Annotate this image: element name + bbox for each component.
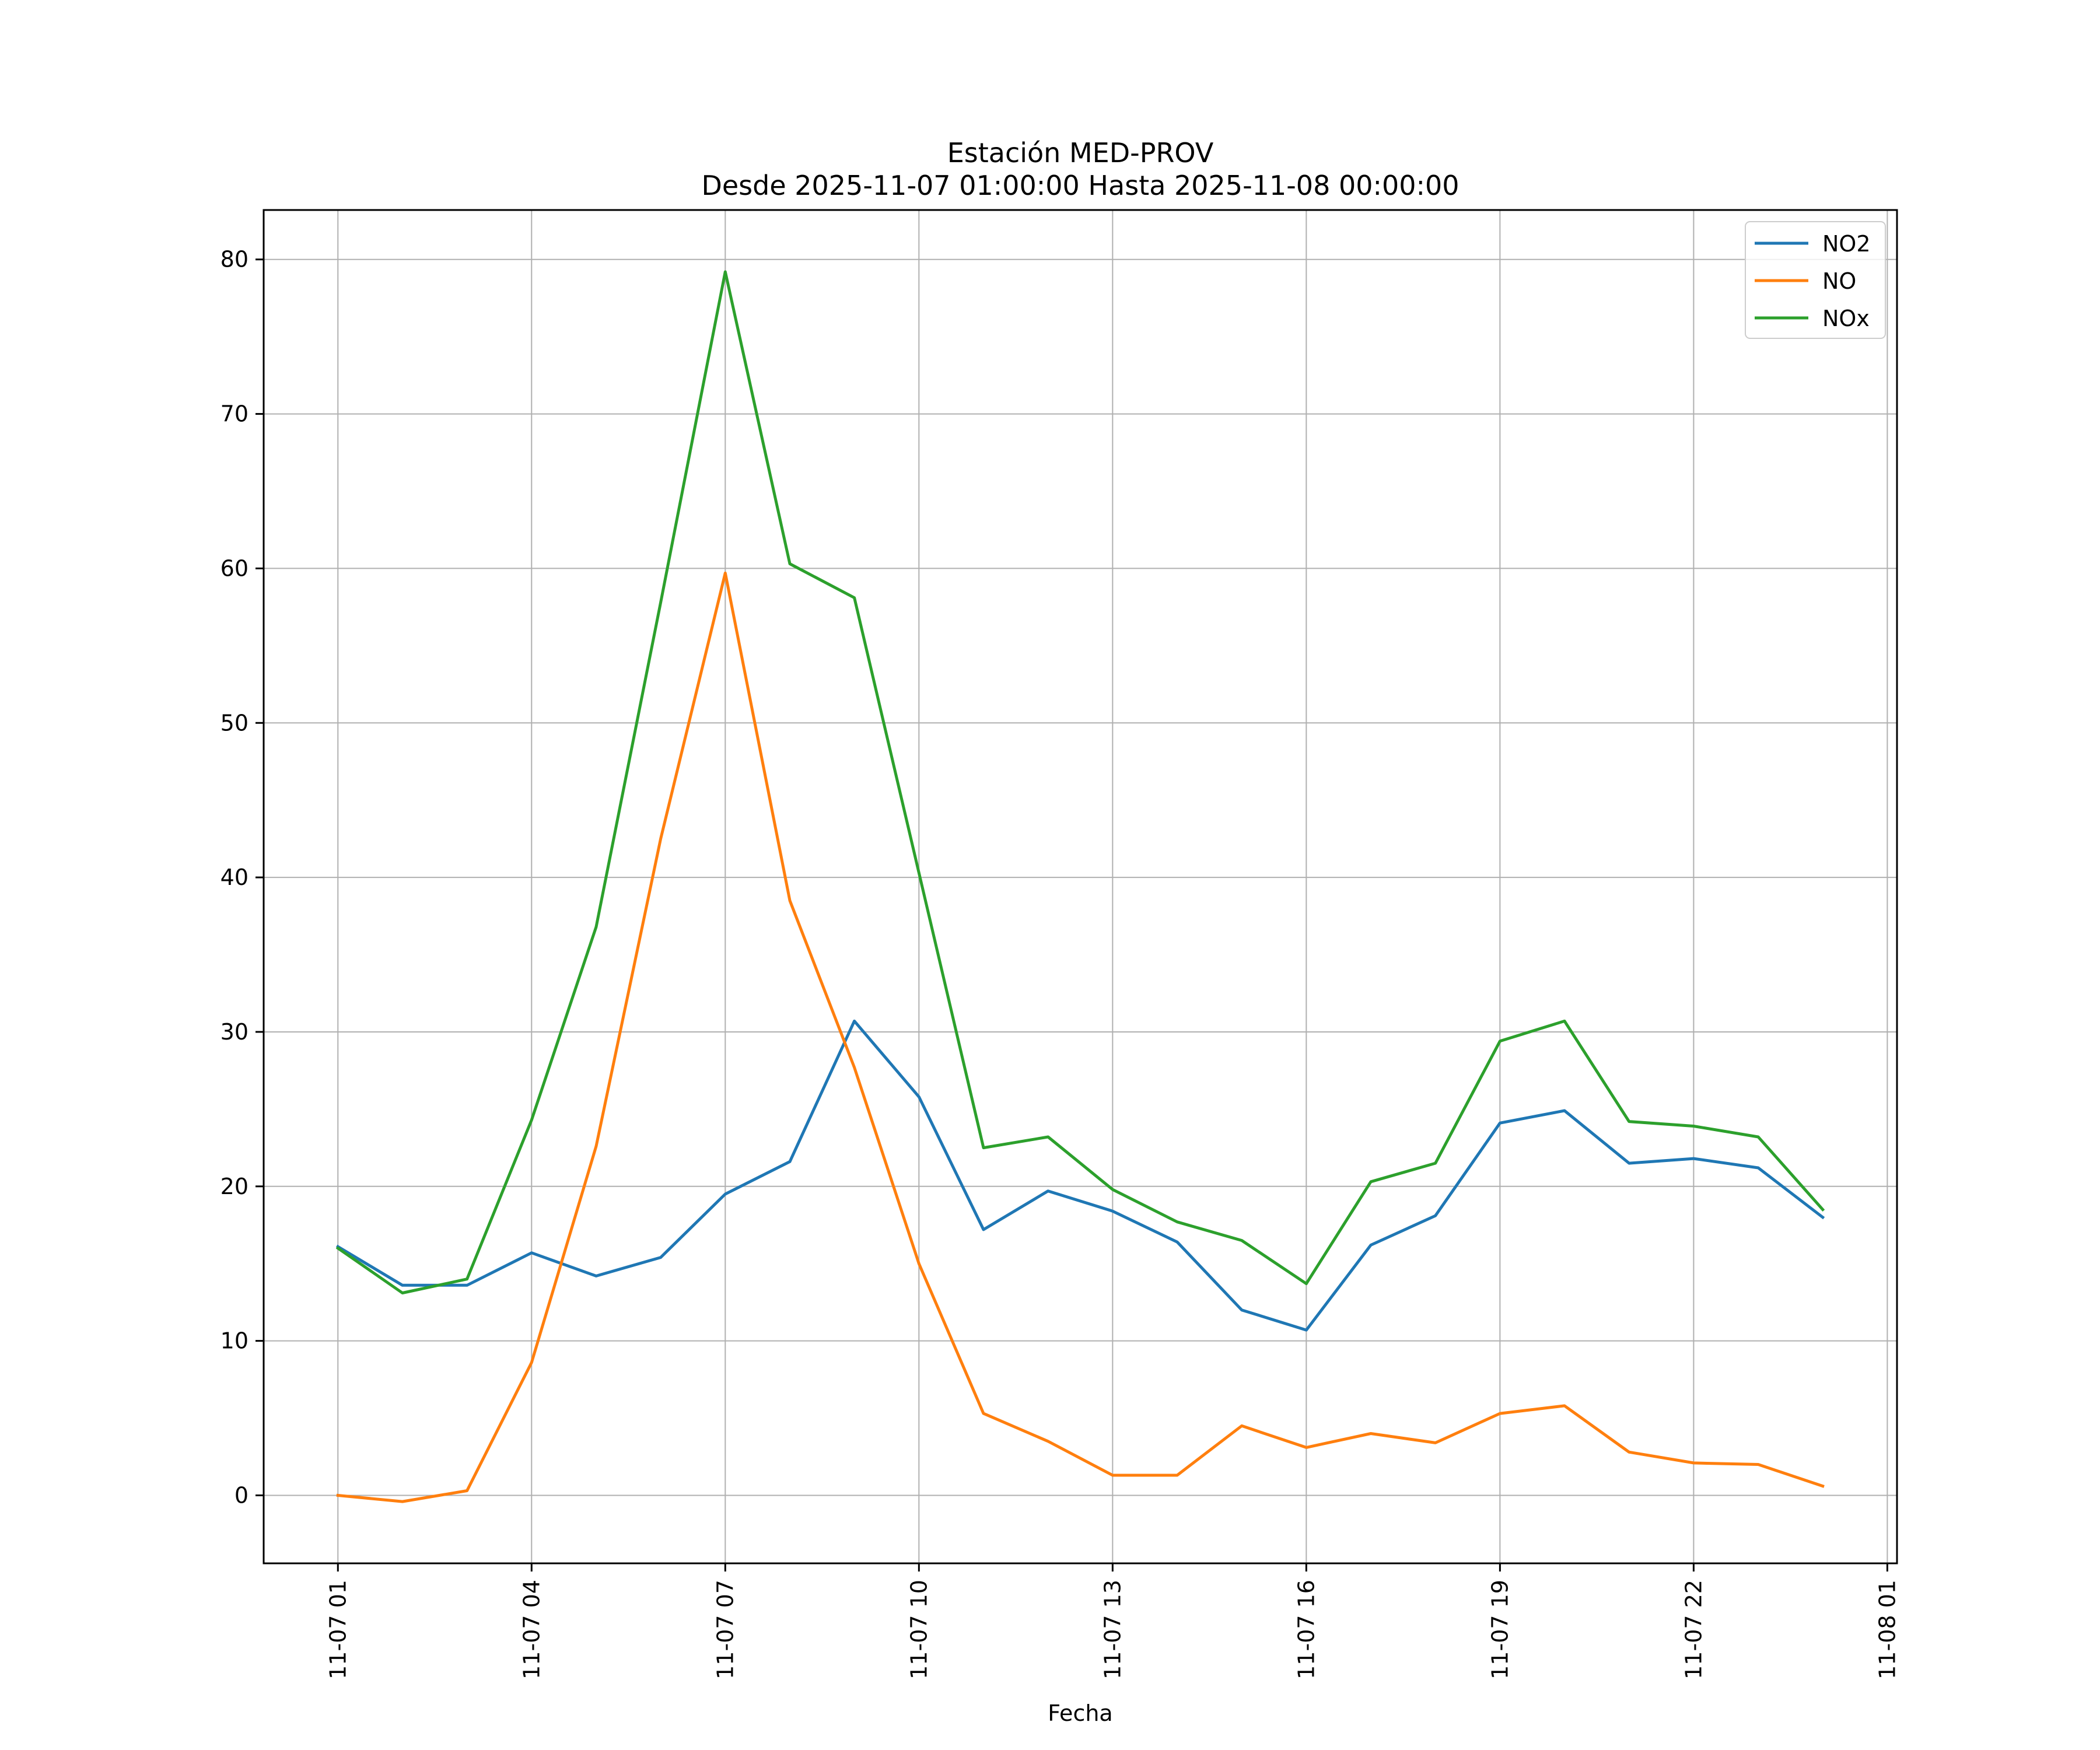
x-tick-label: 11-07 10 — [906, 1580, 932, 1679]
x-tick-label: 11-07 01 — [325, 1580, 351, 1679]
legend-label-no: NO — [1822, 268, 1856, 294]
y-tick-label: 20 — [220, 1174, 249, 1199]
x-tick-label: 11-07 04 — [519, 1580, 544, 1679]
y-tick-label: 10 — [220, 1328, 249, 1354]
series-line-nox — [335, 270, 1825, 1294]
x-tick-label: 11-07 19 — [1487, 1580, 1513, 1679]
x-tick-label: 11-08 01 — [1874, 1580, 1900, 1679]
chart-title-line-1: Estación MED-PROV — [947, 137, 1214, 169]
x-tick-label: 11-07 22 — [1681, 1580, 1706, 1679]
legend: NO2 NO NOx — [1745, 221, 1886, 339]
plot-frame — [262, 209, 1898, 1564]
x-axis-label: Fecha — [1048, 1700, 1112, 1726]
axis-ticks: 11-07 01 11-07 04 11-07 07 11-07 10 11-07 13… — [220, 247, 1901, 1679]
x-tick-label: 11-07 16 — [1293, 1580, 1319, 1679]
x-tick-label: 11-07 07 — [712, 1580, 738, 1679]
series-lines — [335, 270, 1825, 1503]
legend-box — [1745, 221, 1886, 339]
grid — [264, 210, 1897, 1563]
series-line-no — [336, 571, 1825, 1503]
x-tick-label: 11-07 13 — [1100, 1580, 1125, 1679]
y-tick-label: 30 — [220, 1019, 249, 1045]
y-tick-label: 50 — [220, 710, 249, 736]
y-tick-label: 40 — [220, 864, 249, 890]
y-tick-label: 80 — [220, 247, 249, 272]
y-tick-label: 70 — [220, 401, 249, 427]
legend-label-no2: NO2 — [1822, 231, 1871, 257]
legend-label-nox: NOx — [1822, 306, 1870, 331]
chart-title-line-2: Desde 2025-11-07 01:00:00 Hasta 2025-11-… — [701, 170, 1459, 201]
y-tick-label: 0 — [235, 1482, 249, 1508]
y-tick-label: 60 — [220, 555, 249, 581]
series-line-no2 — [335, 1019, 1825, 1332]
